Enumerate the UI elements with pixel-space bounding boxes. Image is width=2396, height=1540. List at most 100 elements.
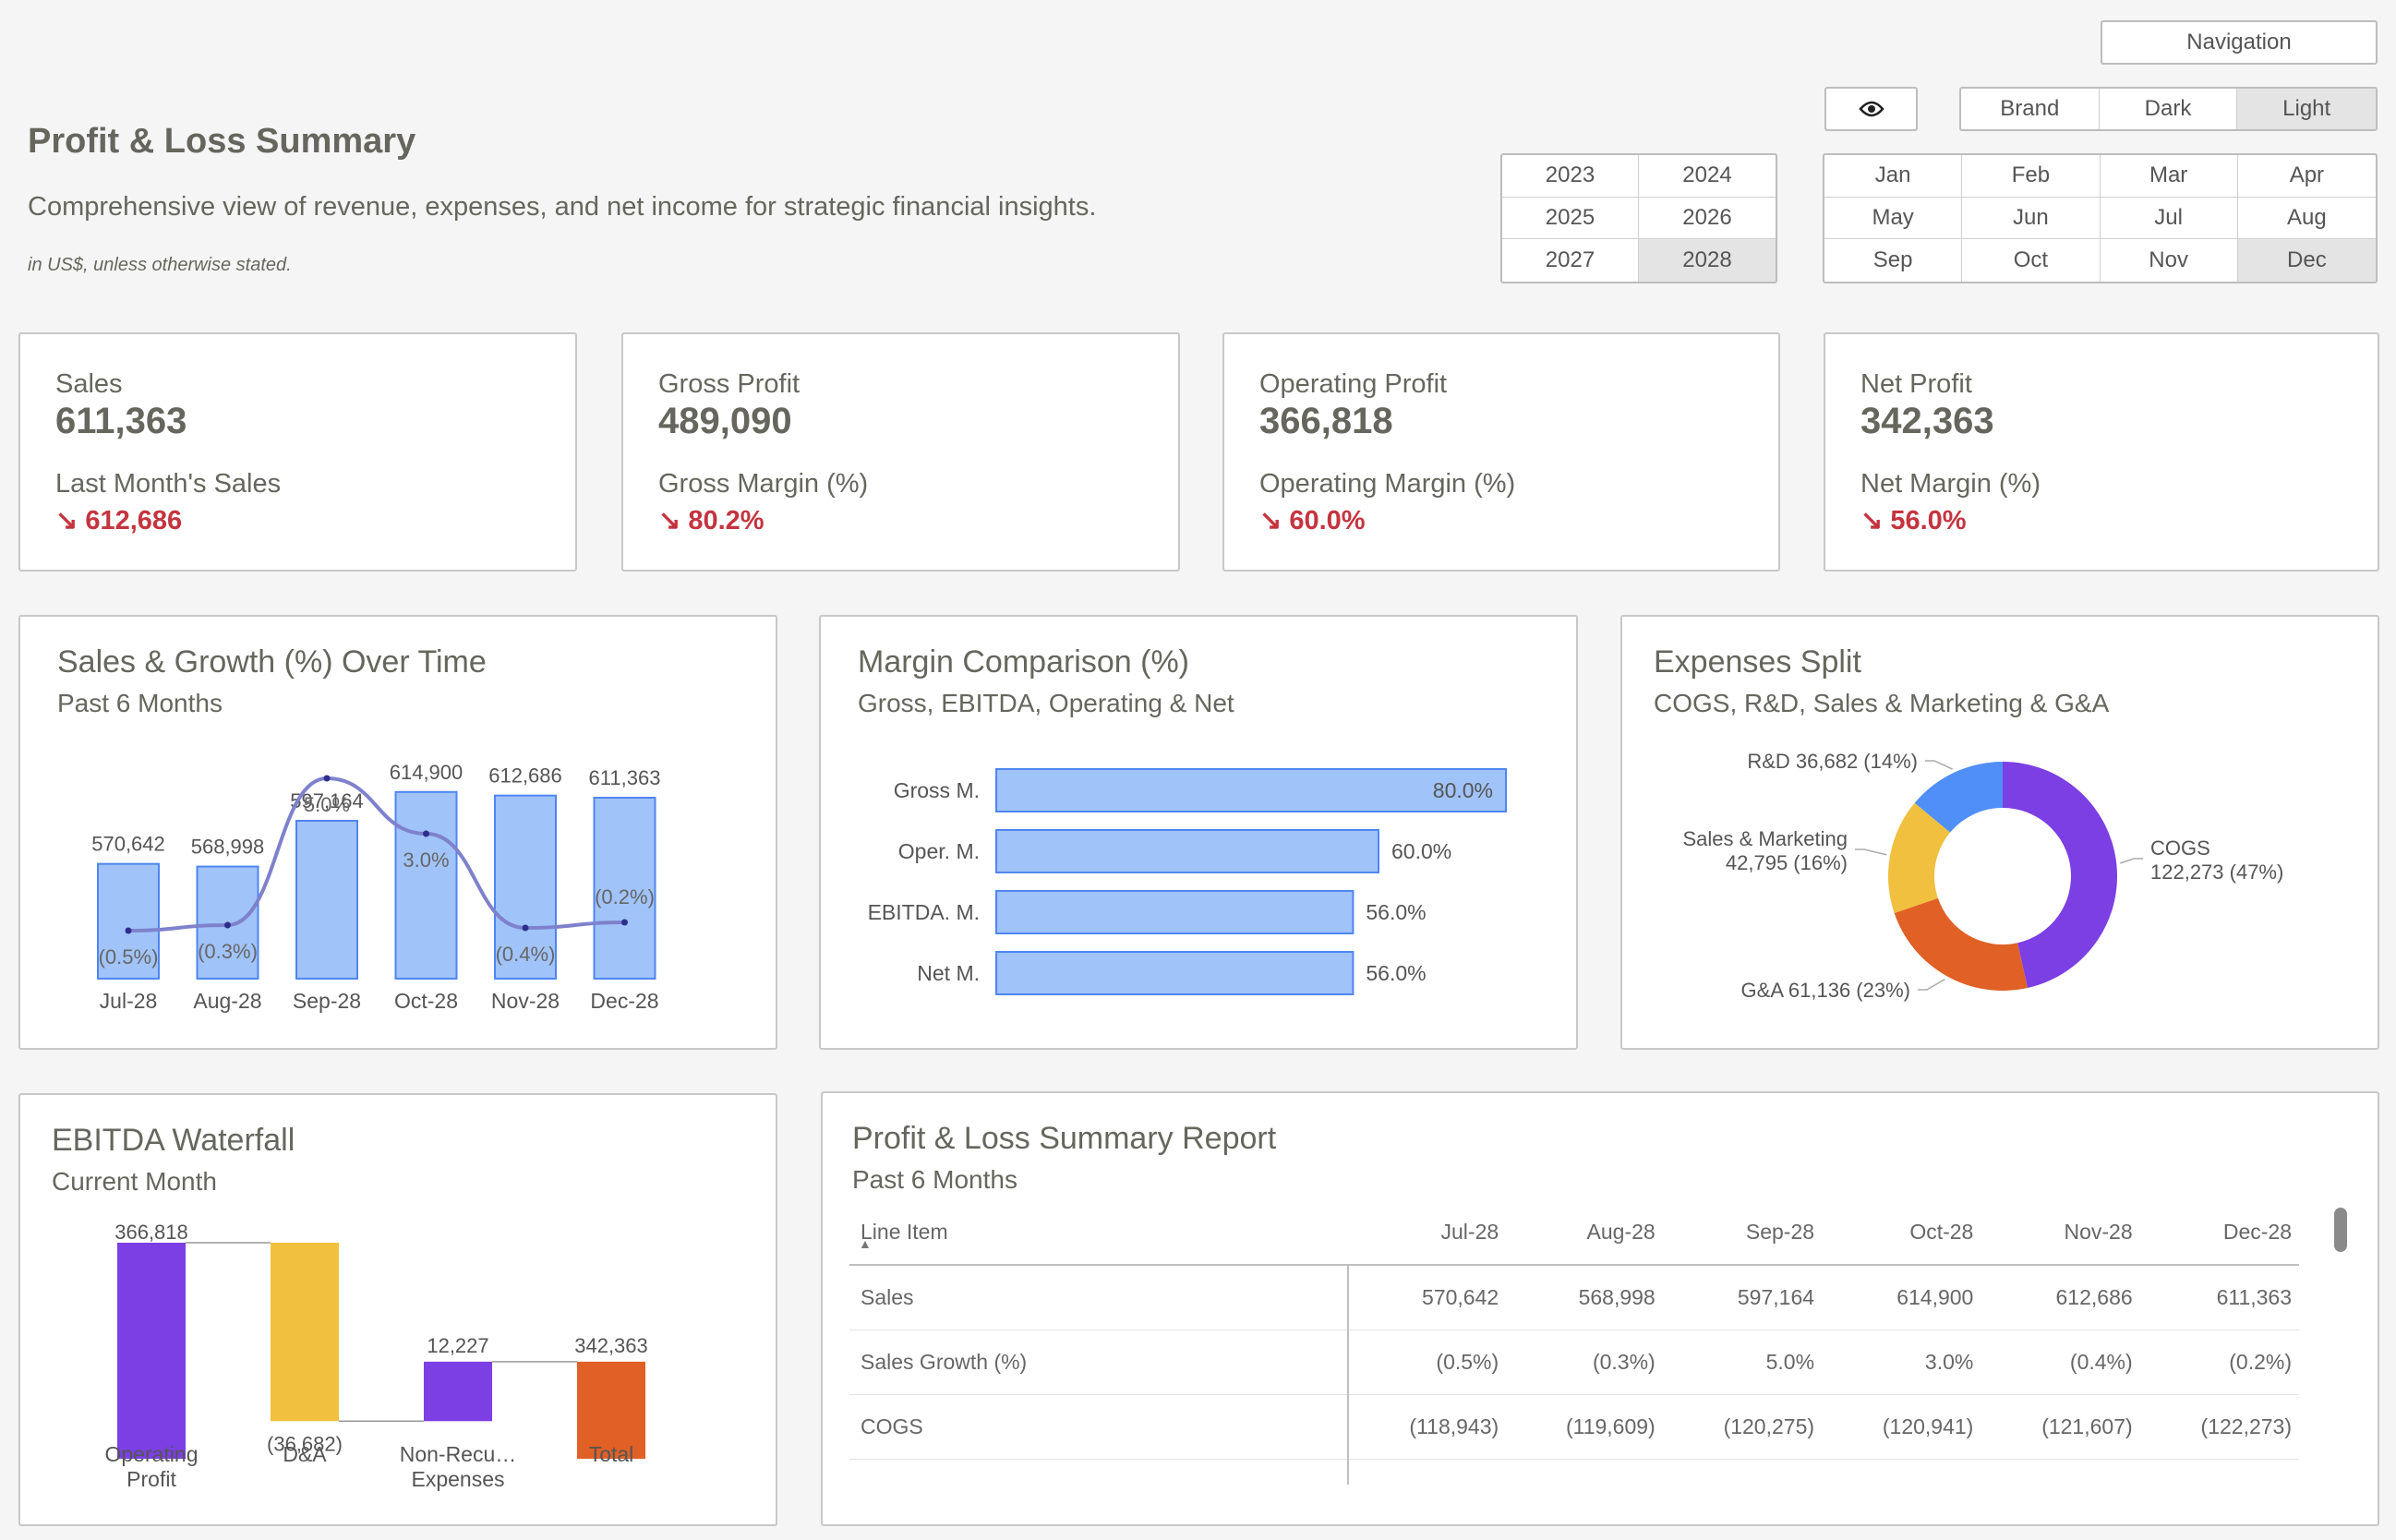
card-subtitle: Past 6 Months: [57, 689, 223, 717]
table-cell: (0.2%): [2139, 1329, 2299, 1395]
theme-option-brand[interactable]: Brand: [1961, 89, 2100, 129]
table-cell: 568,998: [1506, 1265, 1663, 1330]
month-option[interactable]: Jun: [1962, 197, 2101, 240]
x-tick-label: D&A: [283, 1442, 327, 1466]
kpi-sub-value: ↘ 612,686: [55, 506, 183, 535]
column-header[interactable]: Dec-28: [2139, 1200, 2299, 1266]
margin-bar: [995, 890, 1355, 934]
leader-line: [1925, 760, 1953, 770]
scrollbar-thumb[interactable]: [2334, 1208, 2347, 1252]
table-cell: (121,607): [1981, 1394, 2140, 1460]
kpi-label: Gross Profit: [658, 369, 801, 399]
column-header[interactable]: Aug-28: [1506, 1200, 1663, 1266]
x-tick-label: Expenses: [411, 1467, 504, 1491]
growth-point: [125, 927, 132, 934]
table-cell: Sales Growth (%): [849, 1329, 1349, 1395]
y-tick-label: Net M.: [917, 961, 980, 985]
data-label: 612,686: [488, 764, 562, 788]
month-option[interactable]: Oct: [1962, 239, 2101, 282]
theme-selector[interactable]: Brand Dark Light: [1959, 87, 2378, 131]
kpi-label: Sales: [55, 369, 123, 399]
data-label: 12,227: [427, 1334, 488, 1357]
kpi-value: 611,363: [55, 401, 187, 441]
table-cell: (120,275): [1662, 1394, 1823, 1460]
margin-bar: [995, 768, 1507, 812]
year-option-selected[interactable]: 2028: [1639, 239, 1776, 282]
month-option[interactable]: Jul: [2100, 197, 2238, 240]
margin-comparison-card: Margin Comparison (%) Gross, EBITDA, Ope…: [819, 615, 1578, 1050]
table-cell: (122,273): [2139, 1394, 2299, 1460]
column-header[interactable]: Sep-28: [1662, 1200, 1823, 1266]
month-option[interactable]: Jan: [1824, 155, 1963, 198]
month-option[interactable]: Mar: [2100, 155, 2238, 198]
year-option[interactable]: 2027: [1502, 239, 1639, 282]
kpi-card-net-profit: Net Profit 342,363 Net Margin (%) ↘ 56.0…: [1824, 332, 2379, 571]
table-cell: 614,900: [1822, 1265, 1981, 1330]
theme-option-dark[interactable]: Dark: [2100, 89, 2238, 129]
year-selector[interactable]: 2023 2024 2025 2026 2027 2028: [1500, 153, 1777, 283]
sort-ascending-icon[interactable]: ▲: [859, 1236, 872, 1251]
theme-option-light[interactable]: Light: [2237, 89, 2376, 129]
column-header[interactable]: Jul-28: [1348, 1200, 1507, 1266]
x-tick-label: Non-Recu…: [400, 1442, 517, 1466]
slice-label: R&D 36,682 (14%): [1747, 750, 1918, 773]
card-title: EBITDA Waterfall: [52, 1123, 295, 1158]
growth-point: [224, 921, 231, 929]
table-cell: 611,363: [2139, 1265, 2299, 1330]
waterfall-bar: [117, 1243, 186, 1459]
slice-label: Sales & Marketing: [1682, 827, 1848, 850]
year-option[interactable]: 2024: [1639, 155, 1776, 198]
x-tick-label: Nov-28: [491, 989, 560, 1013]
growth-point: [423, 830, 429, 837]
table-cell: (119,609): [1506, 1394, 1663, 1460]
data-label: 366,818: [114, 1221, 188, 1244]
table-cell: 612,686: [1981, 1265, 2140, 1330]
slice-label: G&A 61,136 (23%): [1741, 979, 1910, 1002]
kpi-sub-label: Last Month's Sales: [55, 469, 282, 499]
year-option[interactable]: 2023: [1502, 155, 1639, 198]
table-cell: 570,642: [1348, 1265, 1507, 1330]
month-option-selected[interactable]: Dec: [2237, 239, 2376, 282]
month-option[interactable]: Sep: [1824, 239, 1963, 282]
sales-bar: [494, 794, 557, 980]
column-header[interactable]: Oct-28: [1822, 1200, 1981, 1266]
ebitda-waterfall-card: EBITDA Waterfall Current Month 366,818 (3…: [18, 1093, 777, 1526]
x-tick-label: Sep-28: [293, 989, 361, 1013]
table-cell: (120,941): [1822, 1394, 1981, 1460]
table-cell: 597,164: [1662, 1265, 1823, 1330]
visibility-toggle-button[interactable]: [1824, 87, 1918, 131]
page-subtitle: Comprehensive view of revenue, expenses,…: [28, 192, 1097, 222]
growth-point: [522, 924, 529, 932]
kpi-card-sales: Sales 611,363 Last Month's Sales ↘ 612,6…: [18, 332, 577, 571]
x-tick-label: Profit: [126, 1467, 176, 1491]
table-cell: (0.4%): [1981, 1329, 2140, 1395]
month-selector[interactable]: Jan Feb Mar Apr May Jun Jul Aug Sep Oct …: [1823, 153, 2378, 283]
month-option[interactable]: Apr: [2237, 155, 2376, 198]
growth-label: (0.4%): [496, 943, 556, 966]
column-header[interactable]: Nov-28: [1981, 1200, 2140, 1266]
card-subtitle: COGS, R&D, Sales & Marketing & G&A: [1654, 689, 2110, 717]
data-label: 80.0%: [1433, 778, 1493, 802]
kpi-sub-label: Gross Margin (%): [658, 469, 869, 499]
card-title: Margin Comparison (%): [858, 644, 1189, 680]
column-header-line-item[interactable]: Line Item ▲: [849, 1200, 1348, 1266]
month-option[interactable]: Nov: [2101, 239, 2238, 282]
card-title: Expenses Split: [1654, 644, 1861, 680]
expenses-split-card: Expenses Split COGS, R&D, Sales & Market…: [1620, 615, 2379, 1050]
month-option[interactable]: Feb: [1962, 155, 2101, 198]
x-tick-label: Dec-28: [590, 989, 658, 1013]
kpi-sub-value: ↘ 80.2%: [658, 506, 765, 535]
sales-bar: [295, 819, 358, 980]
month-option[interactable]: May: [1824, 197, 1963, 240]
growth-label: (0.3%): [198, 940, 258, 963]
year-option[interactable]: 2026: [1639, 198, 1776, 240]
month-option[interactable]: Aug: [2237, 198, 2376, 240]
waterfall-bar: [424, 1361, 492, 1422]
growth-point: [621, 919, 628, 926]
kpi-card-operating-profit: Operating Profit 366,818 Operating Margi…: [1222, 332, 1780, 571]
kpi-value: 366,818: [1259, 401, 1393, 441]
year-option[interactable]: 2025: [1502, 197, 1639, 240]
navigation-button[interactable]: Navigation: [2101, 20, 2378, 65]
kpi-card-gross-profit: Gross Profit 489,090 Gross Margin (%) ↘ …: [621, 332, 1180, 571]
